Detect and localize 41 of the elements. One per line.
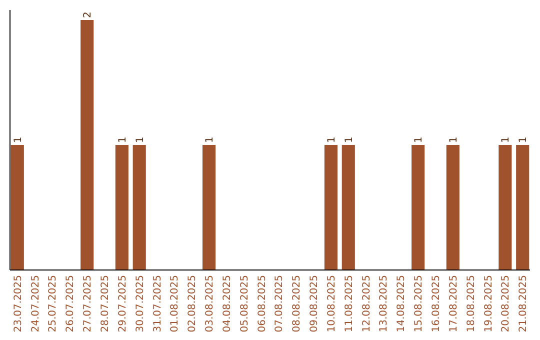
data-label: 1 [518, 136, 530, 143]
data-label: 1 [134, 136, 146, 143]
data-label: 1 [117, 136, 128, 143]
x-tick-label: 02.08.2025 [187, 275, 198, 332]
x-tick-label: 21.08.2025 [518, 275, 530, 332]
x-tick-label: 18.08.2025 [466, 275, 477, 332]
x-tick-label: 28.07.2025 [100, 275, 112, 332]
data-label: 2 [82, 12, 94, 18]
x-tick-label: 12.08.2025 [361, 275, 372, 332]
x-tick-label: 17.08.2025 [448, 275, 460, 332]
x-tick-label: 23.07.2025 [12, 275, 24, 332]
x-tick-label: 03.08.2025 [204, 275, 216, 332]
data-label: 1 [500, 136, 512, 143]
x-tick-label: 06.08.2025 [256, 275, 268, 332]
x-tick-label: 05.08.2025 [239, 275, 250, 332]
data-label: 1 [204, 136, 216, 143]
data-label: 1 [344, 136, 355, 143]
x-tick-label: 24.07.2025 [30, 275, 42, 332]
x-tick-label: 25.07.2025 [48, 275, 59, 332]
x-tick-label: 11.08.2025 [344, 275, 355, 332]
data-label: 1 [448, 136, 460, 143]
x-tick-label: 04.08.2025 [222, 275, 233, 332]
x-tick-label: 07.08.2025 [274, 275, 286, 332]
x-tick-label: 29.07.2025 [117, 275, 128, 332]
x-tick-label: 10.08.2025 [326, 275, 338, 332]
x-tick-label: 19.08.2025 [483, 275, 494, 332]
data-label: 1 [326, 136, 338, 143]
x-tick-label: 27.07.2025 [82, 275, 94, 332]
x-tick-label: 01.08.2025 [170, 275, 181, 332]
x-tick-label: 26.07.2025 [65, 275, 76, 332]
x-tick-label: 14.08.2025 [396, 275, 408, 332]
x-tick-label: 08.08.2025 [292, 275, 303, 332]
data-label: 1 [414, 136, 425, 143]
x-tick-label: 09.08.2025 [309, 275, 320, 332]
x-tick-label: 15.08.2025 [414, 275, 425, 332]
x-tick-label: 13.08.2025 [378, 275, 390, 332]
x-tick-label: 31.07.2025 [152, 275, 164, 332]
data-label: 1 [12, 136, 24, 143]
x-tick-label: 16.08.2025 [430, 275, 442, 332]
x-tick-label: 30.07.2025 [134, 275, 146, 332]
x-tick-label: 20.08.2025 [500, 275, 512, 332]
